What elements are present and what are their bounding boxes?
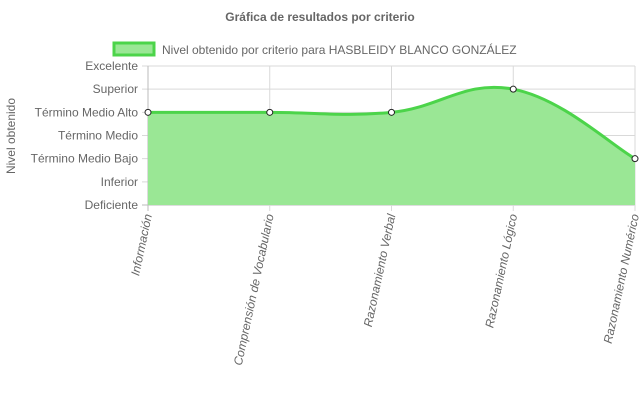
x-tick-label: Razonamiento Verbal	[361, 212, 399, 328]
data-points	[144, 85, 639, 163]
data-point[interactable]	[388, 108, 395, 116]
x-tick-label: Razonamiento Lógico	[482, 212, 520, 329]
y-tick-label: Superior	[93, 82, 138, 96]
legend[interactable]: Nivel obtenido por criterio para HASBLEI…	[112, 41, 517, 57]
x-tick-label: Comprensión de Vocabulario	[231, 212, 277, 366]
legend-swatch	[112, 41, 156, 57]
y-tick-label: Deficiente	[85, 198, 139, 212]
chart-title: Gráfica de resultados por criterio	[225, 10, 414, 24]
x-tick-label: Información	[128, 212, 155, 277]
y-axis-ticks: Deficiente Inferior Término Medio Bajo Térm…	[31, 59, 139, 212]
y-tick-label: Excelente	[85, 59, 138, 73]
x-tick-label: Razonamiento Numérico	[601, 212, 639, 344]
area-fill	[148, 87, 635, 205]
data-point[interactable]	[144, 108, 152, 116]
y-axis-title: Nivel obtenido	[4, 98, 18, 174]
x-axis-ticks: Información Comprensión de Vocabulario Raz…	[128, 212, 639, 366]
data-point[interactable]	[631, 155, 639, 163]
data-point[interactable]	[266, 108, 274, 116]
y-tick-label: Inferior	[101, 175, 138, 189]
y-tick-label: Término Medio Bajo	[31, 152, 139, 166]
y-tick-label: Término Medio Alto	[35, 105, 139, 119]
legend-label: Nivel obtenido por criterio para HASBLEI…	[162, 42, 517, 57]
y-tick-label: Término Medio	[58, 129, 138, 143]
data-point[interactable]	[509, 85, 517, 93]
